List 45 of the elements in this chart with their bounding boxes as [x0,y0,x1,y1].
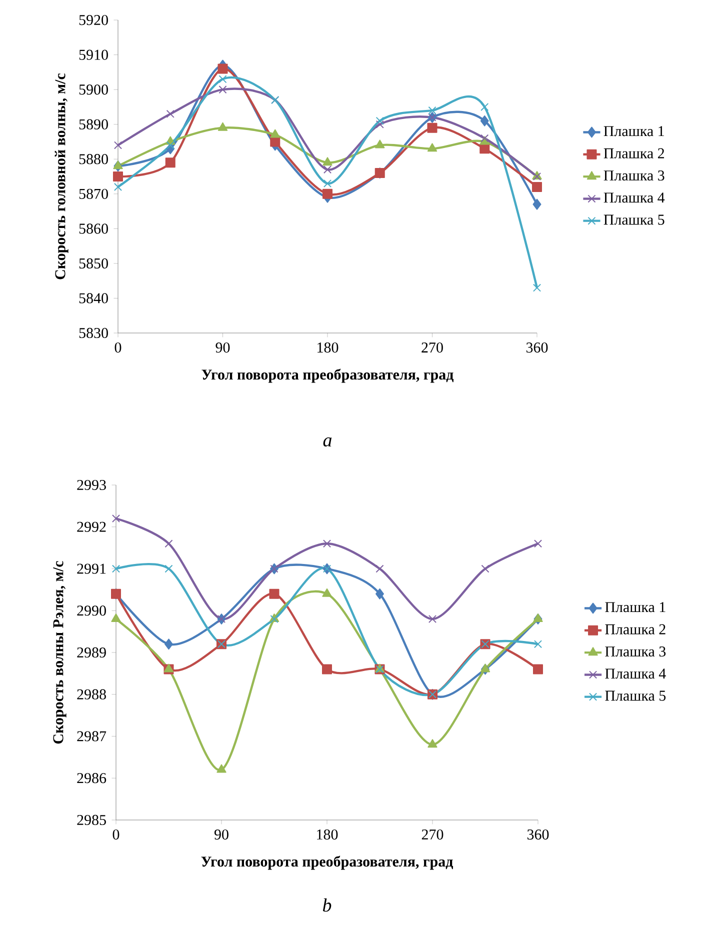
x-tick-label: 180 [318,342,338,353]
y-tick-label: 5920 [79,14,108,26]
text: b [322,898,332,912]
text: a [323,437,332,447]
x-tick-label: 270 [422,342,443,353]
y-axis-title: Скорость волны Рэлея, м/с [53,561,66,744]
x-tick-label: 90 [214,829,228,840]
x-tick-label: 0 [114,342,122,353]
x-tick-label: 180 [317,829,338,840]
y-tick-label: 2990 [77,606,106,616]
x-axis-title: Угол поворота преобразователя, град [201,856,454,870]
y-tick-label: 5880 [79,154,108,164]
y-tick-label: 5910 [79,50,108,60]
legend-label: Плашка 5 [605,690,666,701]
y-tick-label: 5890 [79,119,108,130]
legend-label: Плашка 1 [605,602,666,612]
x-tick-label: 270 [422,829,444,840]
y-axis-title: Скорость головной волны, м/с [54,73,68,280]
y-tick-label: 5840 [79,293,108,304]
y-tick-label: 2986 [77,773,106,784]
legend-label: Плашка 2 [605,624,666,634]
x-tick-label: 360 [526,342,548,353]
legend-label: Плашка 2 [604,148,664,158]
y-tick-label: 2991 [77,564,106,574]
x-tick-label: 360 [527,829,549,840]
y-tick-label: 2989 [77,647,106,658]
y-tick-label: 5860 [79,224,108,234]
x-axis-title: Угол поворота преобразователя, град [202,368,454,383]
y-tick-label: 2988 [77,689,106,700]
y-tick-label: 5830 [79,328,108,338]
legend-label: Плашка 4 [604,192,665,203]
y-tick-label: 5870 [79,188,108,199]
legend-label: Плашка 3 [604,170,664,181]
x-tick-label: 0 [112,829,120,840]
y-tick-label: 5850 [79,258,108,268]
legend-label: Плашка 5 [604,214,664,225]
y-tick-label: 2992 [77,522,106,532]
y-tick-label: 2985 [77,814,106,826]
legend-label: Плашка 1 [604,126,664,136]
x-tick-label: 90 [216,342,230,353]
y-tick-label: 5900 [79,84,108,95]
legend-label: Плашка 3 [605,646,666,657]
y-tick-label: 2993 [77,480,106,490]
y-tick-label: 2987 [77,731,106,742]
legend-label: Плашка 4 [605,668,666,679]
